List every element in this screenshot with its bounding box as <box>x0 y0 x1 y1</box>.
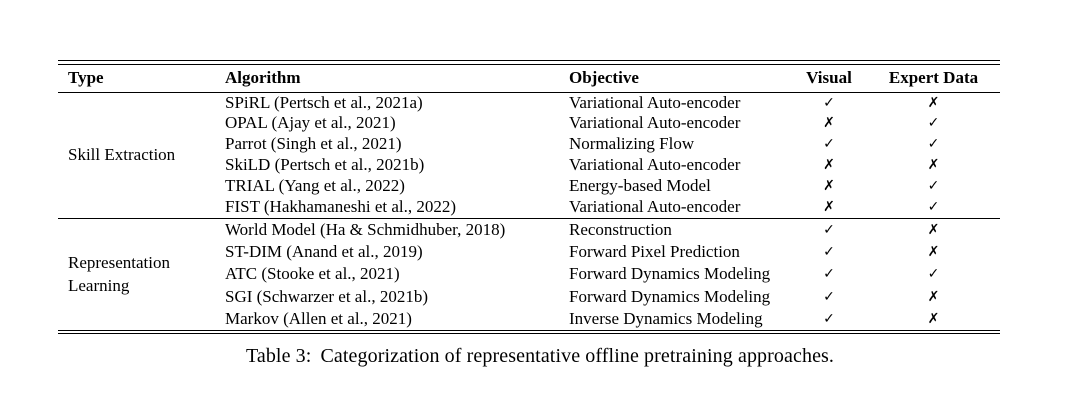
visual-cross-icon: ✗ <box>823 157 835 174</box>
expert-data-check-icon: ✓ <box>927 136 940 153</box>
col-header-algorithm: Algorithm <box>225 67 301 87</box>
table-row: OPAL (Ajay et al., 2021) Variational Auto… <box>58 113 1000 134</box>
type-cell: Skill Extraction <box>68 145 176 165</box>
table-caption: Table 3: Categorization of representative… <box>0 345 1080 368</box>
visual-cross-icon: ✗ <box>823 178 835 195</box>
algorithm-cell: TRIAL (Yang et al., 2022) <box>225 176 405 196</box>
expert-data-cross-icon: ✗ <box>927 94 940 111</box>
table-header: Type Algorithm Objective Visual Expert D… <box>58 64 1000 92</box>
table-row: SkiLD (Pertsch et al., 2021b) Variational… <box>58 155 1000 176</box>
caption-label: Table 3: <box>245 345 312 367</box>
algorithm-cell: OPAL (Ajay et al., 2021) <box>225 113 396 133</box>
table-row: FIST (Hakhamaneshi et al., 2022) Variatio… <box>58 197 1000 218</box>
objective-cell: Variational Auto-encoder <box>569 92 741 112</box>
visual-check-icon: ✓ <box>823 136 835 153</box>
expert-data-cross-icon: ✗ <box>927 288 940 305</box>
algorithm-cell: ATC (Stooke et al., 2021) <box>225 264 400 284</box>
col-header-objective: Objective <box>569 67 639 87</box>
algorithm-cell: ST-DIM (Anand et al., 2019) <box>225 241 423 261</box>
algorithm-cell: World Model (Ha & Schmidhuber, 2018) <box>225 219 506 239</box>
objective-cell: Variational Auto-encoder <box>569 197 741 217</box>
objective-cell: Reconstruction <box>569 219 672 239</box>
visual-check-icon: ✓ <box>823 310 835 327</box>
expert-data-cross-icon: ✗ <box>927 310 940 327</box>
table-3: Type Algorithm Objective Visual Expert D… <box>58 60 1000 335</box>
col-header-expert-data: Expert Data <box>888 67 979 87</box>
expert-data-cross-icon: ✗ <box>927 221 940 238</box>
algorithm-cell: SGI (Schwarzer et al., 2021b) <box>225 286 428 306</box>
table-row: SGI (Schwarzer et al., 2021b) Forward Dyn… <box>58 286 1000 308</box>
expert-data-check-icon: ✓ <box>927 115 940 132</box>
table-row: ST-DIM (Anand et al., 2019) Forward Pixel… <box>58 241 1000 263</box>
table-row: Parrot (Singh et al., 2021) Normalizing F… <box>58 134 1000 155</box>
group-skill-extraction: Skill Extraction SPiRL (Pertsch et al., 2… <box>58 92 1000 219</box>
objective-cell: Energy-based Model <box>569 176 711 196</box>
visual-check-icon: ✓ <box>823 243 835 260</box>
algorithm-cell: SPiRL (Pertsch et al., 2021a) <box>225 92 423 112</box>
objective-cell: Inverse Dynamics Modeling <box>569 308 763 328</box>
expert-data-check-icon: ✓ <box>927 266 940 283</box>
group-representation-learning: Representation Learning World Model (Ha &… <box>58 218 1000 331</box>
expert-data-check-icon: ✓ <box>927 178 940 195</box>
objective-cell: Forward Dynamics Modeling <box>569 286 771 306</box>
algorithm-cell: Parrot (Singh et al., 2021) <box>225 134 402 154</box>
col-header-visual: Visual <box>806 67 852 87</box>
algorithm-cell: FIST (Hakhamaneshi et al., 2022) <box>225 197 457 217</box>
header-row: Type Algorithm Objective Visual Expert D… <box>58 64 1000 92</box>
visual-cross-icon: ✗ <box>823 115 835 132</box>
visual-check-icon: ✓ <box>823 221 835 238</box>
visual-check-icon: ✓ <box>823 266 835 283</box>
objective-cell: Variational Auto-encoder <box>569 155 741 175</box>
objective-cell: Forward Dynamics Modeling <box>569 264 771 284</box>
visual-check-icon: ✓ <box>823 288 835 305</box>
table-row: Skill Extraction SPiRL (Pertsch et al., 2… <box>58 92 1000 165</box>
visual-cross-icon: ✗ <box>823 199 835 216</box>
objective-cell: Normalizing Flow <box>569 134 695 154</box>
table-row: TRIAL (Yang et al., 2022) Energy-based Mo… <box>58 176 1000 197</box>
algorithm-cell: Markov (Allen et al., 2021) <box>225 308 412 328</box>
algorithm-cell: SkiLD (Pertsch et al., 2021b) <box>225 155 425 175</box>
table-row: Representation Learning World Model (Ha &… <box>58 219 1000 295</box>
visual-check-icon: ✓ <box>823 94 835 111</box>
table-row: ATC (Stooke et al., 2021) Forward Dynamic… <box>58 263 1000 285</box>
expert-data-cross-icon: ✗ <box>927 243 940 260</box>
expert-data-check-icon: ✓ <box>927 199 940 216</box>
caption-text: Categorization of representative offline… <box>320 345 835 367</box>
objective-cell: Forward Pixel Prediction <box>569 241 740 261</box>
pretraining-approaches-table: Type Algorithm Objective Visual Expert D… <box>58 63 1000 332</box>
table-row: Markov (Allen et al., 2021) Inverse Dynam… <box>58 308 1000 330</box>
col-header-type: Type <box>68 67 104 87</box>
objective-cell: Variational Auto-encoder <box>569 113 741 133</box>
expert-data-cross-icon: ✗ <box>927 157 940 174</box>
type-cell: Representation Learning <box>68 253 170 295</box>
